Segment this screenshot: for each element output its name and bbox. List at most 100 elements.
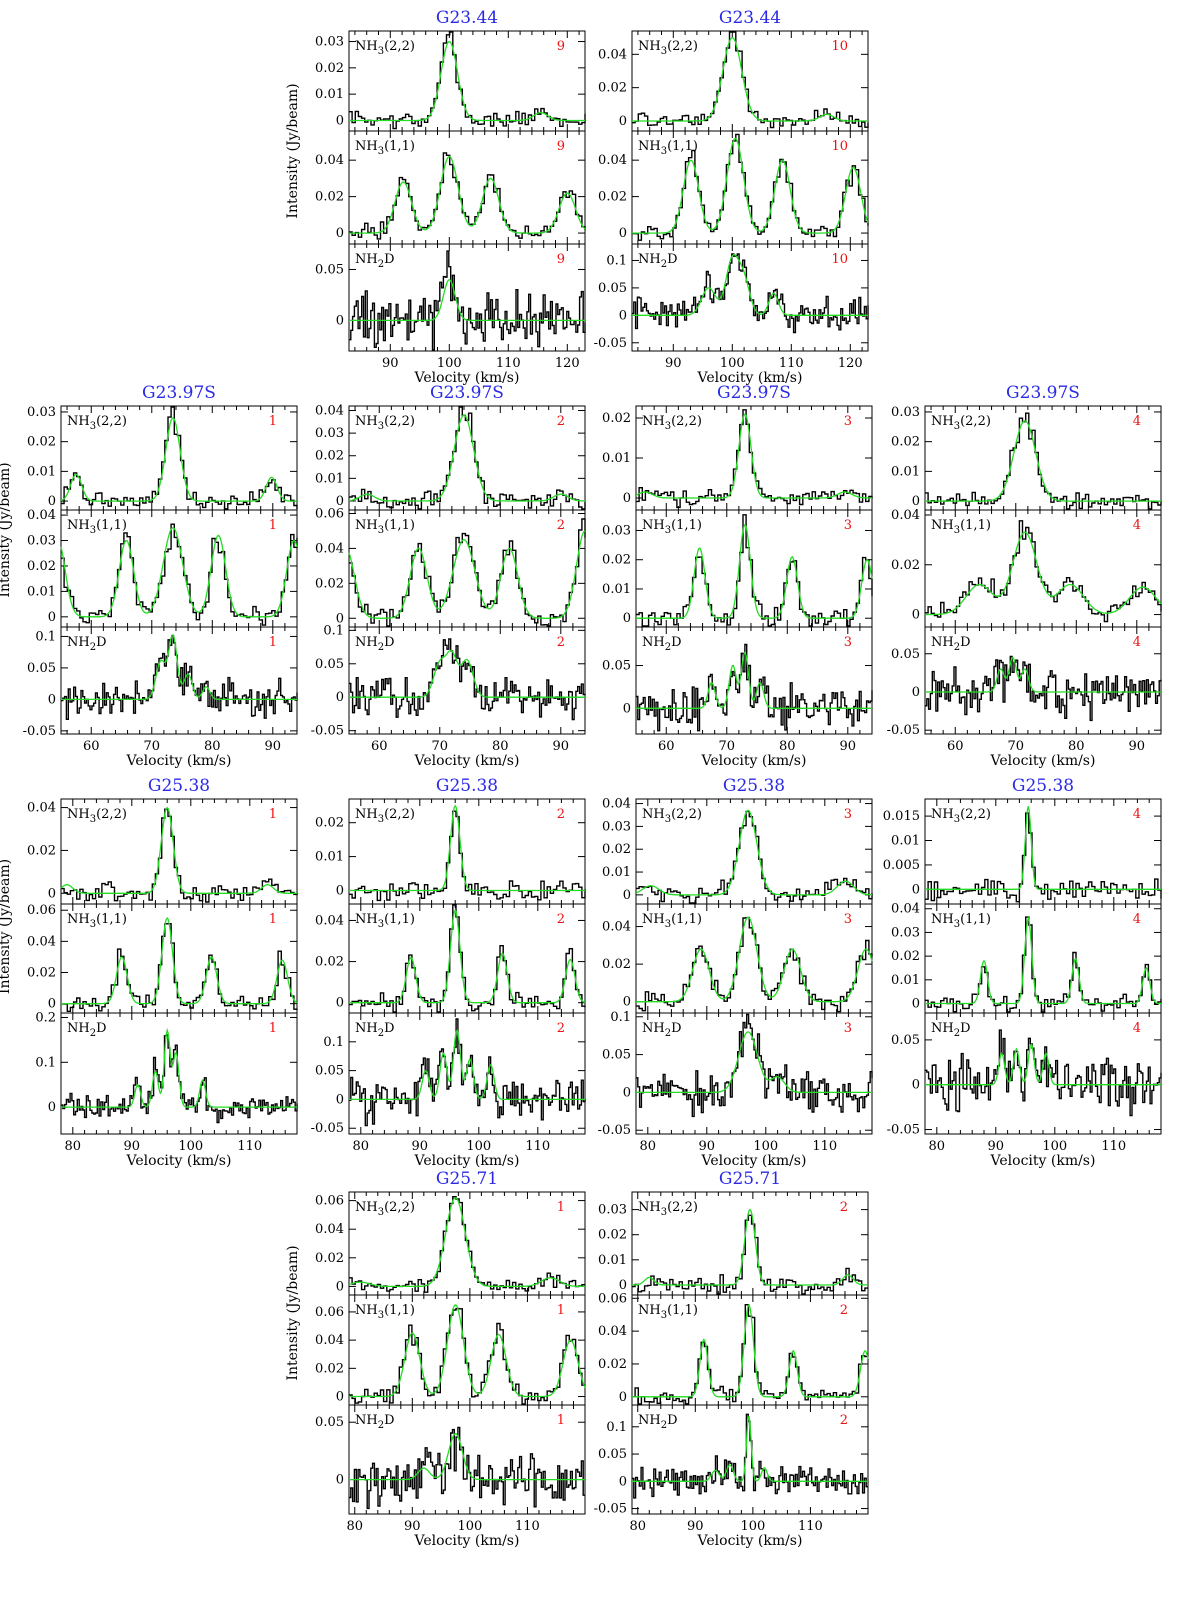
y-tick-label: 0.01: [602, 865, 631, 880]
x-tick-label: 80: [492, 739, 509, 754]
line-label: NH2D: [67, 1021, 107, 1039]
panel-nh322: 0 0.02 0.04 0.06 NH3(2,2) 1: [315, 1191, 586, 1296]
model-fit: [635, 413, 872, 499]
y-tick-label: 0.01: [891, 834, 920, 849]
position-label: 3: [844, 414, 852, 429]
y-axis-title: Intensity (Jy/beam): [0, 859, 13, 994]
model-fit: [632, 254, 868, 316]
y-tick-label: 0.03: [27, 534, 56, 549]
panel-nh311: 00.010.020.03 NH3(1,1) 3: [602, 509, 873, 628]
y-tick-label: 0.01: [602, 582, 631, 597]
position-label: 10: [831, 252, 848, 267]
y-tick-label: -0.05: [887, 723, 920, 738]
y-tick-label: 0.04: [602, 797, 631, 812]
observed-spectrum: [925, 520, 1162, 623]
y-tick-label: 0: [619, 1278, 627, 1293]
line-label-suffix: (2,2): [671, 414, 702, 429]
panel-nh322: 0 0.01 0.02 0.03 0.04 NH3(2,2) 2: [315, 404, 586, 511]
y-tick-label: 0.05: [315, 1064, 344, 1079]
y-tick-label: 0.04: [27, 508, 56, 523]
line-label: NH3(1,1): [931, 518, 991, 536]
line-label-suffix: D: [667, 252, 677, 267]
y-tick-label: 0.02: [315, 1251, 344, 1266]
line-label: NH2D: [355, 635, 395, 653]
line-label-suffix: (2,2): [667, 39, 698, 54]
y-tick-label: 0.03: [602, 523, 631, 538]
y-tick-label: 0: [619, 1390, 627, 1405]
line-label-suffix: D: [96, 1021, 106, 1036]
model-fit: [632, 137, 869, 234]
model-fit: [636, 523, 873, 619]
y-tick-label: 0: [336, 494, 344, 509]
y-tick-label: 0.01: [315, 850, 344, 865]
observed-spectrum: [349, 1307, 585, 1405]
observed-spectrum: [925, 1029, 1162, 1117]
model-fit: [925, 656, 1161, 693]
y-tick-label: 0.01: [27, 584, 56, 599]
line-label-subscript: 3: [378, 919, 384, 930]
line-label: NH3(1,1): [638, 139, 698, 157]
line-label-subscript: 3: [378, 1310, 384, 1321]
y-tick-label: 0: [623, 491, 631, 506]
x-tick-label: 60: [371, 739, 388, 754]
line-label-base: NH: [642, 807, 665, 822]
line-label-subscript: 3: [665, 814, 671, 825]
x-tick-label: 100: [178, 1139, 203, 1154]
panel-nh2d: -0.05 0 0.05 NH2D 4: [887, 1012, 1162, 1138]
x-tick-label: 80: [629, 1519, 646, 1534]
x-tick-label: 90: [124, 1139, 141, 1154]
observed-spectrum: [925, 916, 1162, 1013]
model-fit: [349, 155, 586, 234]
y-tick-label: 0.04: [598, 1324, 627, 1339]
line-label-subscript: 3: [954, 814, 960, 825]
model-fit: [349, 804, 585, 892]
y-tick-label: 0.015: [883, 809, 920, 824]
panel-nh2d: -0.05 0 0.05 0.1 NH2D 10: [594, 243, 869, 352]
observed-spectrum: [636, 514, 873, 627]
x-tick-label: 70: [431, 739, 448, 754]
line-label-subscript: 2: [661, 259, 667, 270]
x-tick-label: 110: [798, 1519, 823, 1534]
observed-spectrum: [349, 518, 586, 627]
line-label: NH3(2,2): [355, 807, 415, 825]
model-fit: [632, 1303, 869, 1398]
model-fit: [632, 1415, 868, 1482]
line-label: NH3(2,2): [355, 414, 415, 432]
line-label-suffix: (2,2): [960, 414, 991, 429]
source-title: G23.44: [719, 8, 781, 28]
position-label: 2: [557, 912, 565, 927]
observed-spectrum: [349, 152, 586, 240]
y-tick-label: 0: [623, 701, 631, 716]
x-tick-label: 90: [265, 739, 282, 754]
x-tick-label: 120: [838, 356, 863, 371]
line-label-suffix: (1,1): [96, 912, 127, 927]
model-fit: [349, 1433, 585, 1481]
line-label-suffix: (1,1): [384, 912, 415, 927]
line-label: NH3(2,2): [355, 1200, 415, 1218]
y-tick-label: 0.05: [891, 647, 920, 662]
panel-nh311: 0 0.02 0.04 NH3(1,1) 4: [891, 508, 1162, 628]
y-tick-label: -0.05: [311, 724, 344, 739]
y-tick-label: 0.05: [602, 1048, 631, 1063]
panel-nh2d: 0 0.05 NH2D 1: [315, 1404, 586, 1515]
y-tick-label: 0.02: [315, 449, 344, 464]
y-tick-label: 0.04: [598, 153, 627, 168]
line-label-base: NH: [638, 39, 661, 54]
line-label-subscript: 3: [90, 421, 96, 432]
y-tick-label: 0.05: [598, 281, 627, 296]
line-label-subscript: 2: [90, 642, 96, 653]
position-label: 1: [269, 518, 277, 533]
line-label-subscript: 3: [661, 1207, 667, 1218]
line-label-suffix: (2,2): [671, 807, 702, 822]
x-tick-label: 80: [65, 1139, 82, 1154]
line-label-base: NH: [931, 635, 954, 650]
panel-nh311: 0 0.01 0.02 0.03 0.04 NH3(1,1) 1: [27, 508, 298, 628]
panel-nh322: 00.010.02 NH3(2,2) 3: [602, 405, 873, 511]
source-title: G25.71: [719, 1169, 781, 1189]
y-tick-label: 0: [336, 996, 344, 1011]
x-axis-title: Velocity (km/s): [697, 370, 803, 386]
